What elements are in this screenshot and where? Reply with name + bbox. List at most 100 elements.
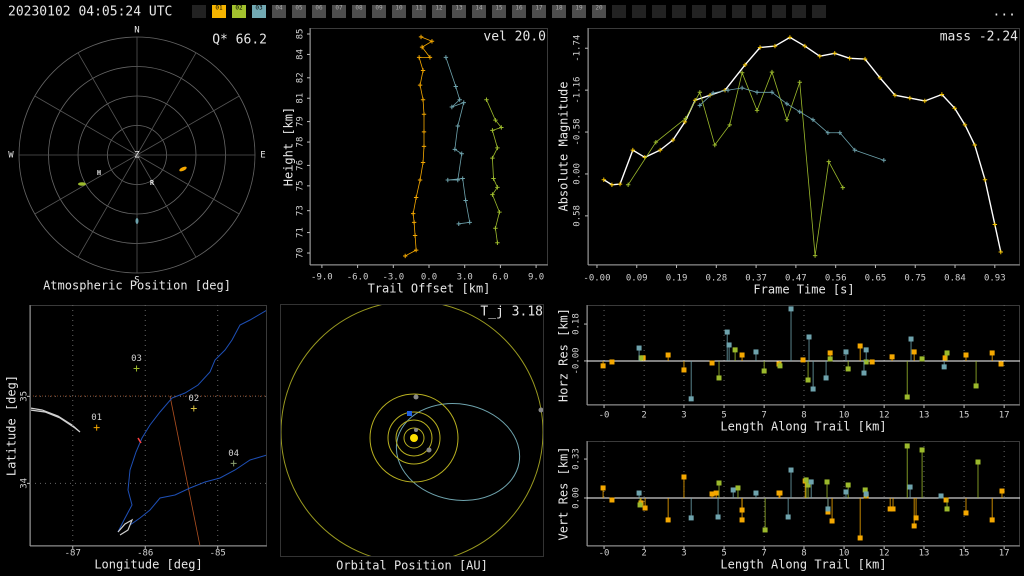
station-tab-label[interactable]: 20 [595,5,603,12]
station-tab-label[interactable]: 13 [455,5,463,12]
data-point [797,79,802,85]
chart: -9.0 -6.0 -3.0 0.0 3.0 6.0 9.0 70 71 73 75 76 78 79 81… [282,28,548,296]
station-tab[interactable] [392,5,406,18]
y-tick-label: 76 [296,160,306,171]
chart: -0 2 3 5 7 8 10 12 13 15 17 0.00 0.33 Length Along Tr… [557,441,1020,572]
data-point [493,226,498,231]
river [129,454,267,526]
station-tab[interactable] [592,5,606,18]
station-tab[interactable] [212,5,226,18]
station-name: 04 [228,449,239,459]
station-tab-label[interactable]: 08 [355,5,363,12]
station-tab[interactable] [292,5,306,18]
series-line [627,71,844,257]
station-tab-label[interactable]: 15 [495,5,503,12]
residual-point [810,386,816,392]
station-tab[interactable] [332,5,346,18]
station-tab[interactable] [372,5,386,18]
meteoroid-orbit [395,403,521,501]
station-tab-label[interactable]: 07 [335,5,343,12]
station-tab-label[interactable]: 04 [275,5,283,12]
y-tick-label: -1.16 [573,77,583,104]
plot-frame [30,305,267,546]
residual-point [862,487,868,493]
y-tick-label: 71 [296,227,306,238]
x-tick-label: 15 [959,411,970,421]
station-tab-label[interactable]: 19 [575,5,583,12]
x-tick-label: -86 [137,549,153,559]
menu-button[interactable]: ... [993,5,1016,20]
data-point [877,75,883,81]
station-tab[interactable] [512,5,526,18]
residual-point [724,329,730,335]
residual-point [715,514,721,520]
residual-point [890,506,896,512]
x-tick-label: 0.0 [421,273,437,283]
residual-point [681,367,687,373]
station-tab-label[interactable]: 10 [395,5,403,12]
x-tick-label: 0.56 [825,274,847,284]
data-point [445,177,451,183]
station-tab[interactable] [412,5,426,18]
station-tab-label[interactable]: 17 [535,5,543,12]
y-tick-label: 70 [296,248,306,259]
data-point [757,45,763,50]
tab-empty [672,5,686,18]
station-tab[interactable] [472,5,486,18]
station-tab-label[interactable]: 12 [435,5,443,12]
station-tab-label[interactable]: 16 [515,5,523,12]
station-tab-label[interactable]: 05 [295,5,303,12]
series-line [486,99,502,243]
residual-point [887,506,893,512]
station-tab[interactable] [552,5,566,18]
station-tab[interactable] [272,5,286,18]
residual-point [908,336,914,342]
residual-point [638,355,644,361]
station-tab-label[interactable]: 03 [255,5,263,12]
data-point [420,68,426,73]
station-tab[interactable] [252,5,266,18]
station-tab-label[interactable]: 09 [375,5,383,12]
residual-point [709,491,715,497]
station-tab[interactable] [572,5,586,18]
station-tab-label[interactable]: 01 [215,5,223,12]
station-tab[interactable] [532,5,546,18]
y-tick-label: 82 [296,72,306,83]
direction-label: S [134,276,139,286]
station-tab-label[interactable]: 14 [475,5,483,12]
residual-point [843,349,849,355]
data-point [852,147,857,153]
residual-point [785,514,791,520]
data-point [812,253,818,258]
data-point [712,142,717,148]
residual-point [735,485,741,491]
data-point [417,177,423,183]
residual-point [825,509,831,515]
data-point [601,177,606,182]
track-blob [78,182,86,186]
station-tab[interactable] [352,5,366,18]
river [117,309,267,533]
data-point [962,122,968,128]
station-tab-label[interactable]: 11 [415,5,423,12]
station-tab-label[interactable]: 06 [315,5,323,12]
residual-point [732,347,738,353]
station-tab[interactable] [232,5,246,18]
data-point [707,92,713,98]
x-tick-label: 7 [761,549,766,559]
residual-point [709,360,715,366]
station-tab[interactable] [432,5,446,18]
residual-point [688,396,694,402]
x-tick-label: 10 [839,411,850,421]
station-tab[interactable] [452,5,466,18]
data-point [739,85,745,91]
data-point [495,145,500,151]
y-tick-label: 81 [296,93,306,104]
x-tick-label: 17 [999,411,1010,421]
station-tab[interactable] [312,5,326,18]
station-tab-label[interactable]: 02 [235,5,243,12]
earth [407,411,412,416]
station-tab-label[interactable]: 18 [555,5,563,12]
station-tab[interactable] [492,5,506,18]
residual-point [919,447,925,453]
